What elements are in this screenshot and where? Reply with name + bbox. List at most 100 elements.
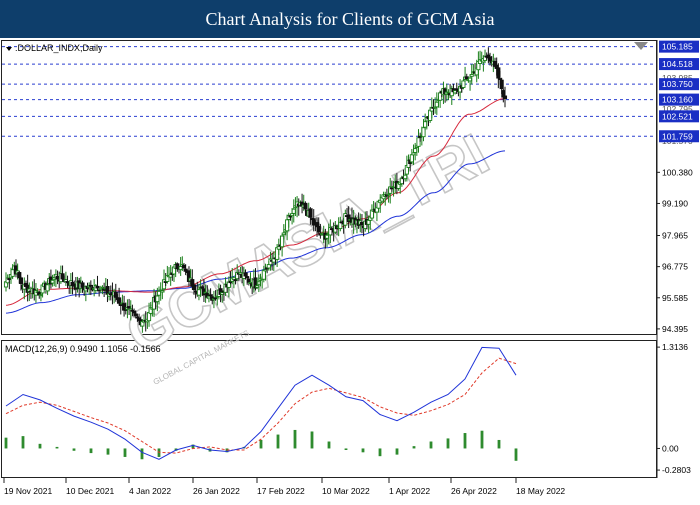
price-tick-label: 94.395 xyxy=(662,324,688,334)
candle-body xyxy=(421,127,426,138)
macd-tick-label: -0.2803 xyxy=(662,465,691,475)
price-tick-label: 102.795 xyxy=(662,104,693,114)
chart-area: GCMASIA_TRI GLOBAL CAPITAL MARKETS 103.98… xyxy=(0,38,700,500)
signal-line xyxy=(5,357,517,454)
candle-body xyxy=(454,88,459,91)
candle-body xyxy=(285,219,290,232)
histogram-bar xyxy=(140,448,144,460)
candle-body xyxy=(324,234,330,239)
candle-body xyxy=(117,297,122,304)
candle-body xyxy=(127,306,132,309)
histogram-bar xyxy=(55,446,59,449)
page-title: Chart Analysis for Clients of GCM Asia xyxy=(205,9,495,29)
candle-body xyxy=(160,290,165,293)
price-tick-label: 99.190 xyxy=(662,198,688,208)
chart-label: .DOLLAR_INDX,Daily xyxy=(6,43,103,53)
candle-body xyxy=(291,208,296,214)
level-tag xyxy=(659,58,699,71)
candle-body xyxy=(281,232,286,236)
candle-body xyxy=(238,272,243,275)
candle-body xyxy=(60,273,65,280)
candle-body xyxy=(469,74,474,77)
candle-body xyxy=(359,222,365,226)
candle xyxy=(416,129,421,153)
level-tag xyxy=(659,130,699,143)
candle-body xyxy=(255,285,260,288)
price-tick-label: 100.380 xyxy=(662,167,693,177)
candle-body xyxy=(95,285,100,289)
candle-body xyxy=(233,279,238,282)
histogram-bar xyxy=(344,448,348,450)
candle-body xyxy=(196,289,201,296)
macd-tick-label: 1.3136 xyxy=(662,342,688,352)
histogram-bar xyxy=(361,448,365,453)
date-tick-label: 1 Apr 2022 xyxy=(389,486,430,496)
candle-body xyxy=(105,286,110,295)
candle-body xyxy=(18,277,24,284)
level-tag-label: 102.521 xyxy=(662,111,693,121)
candle-body xyxy=(17,272,22,279)
price-tick-label: 96.775 xyxy=(662,262,688,272)
horizontal-levels xyxy=(2,46,656,137)
date-tick-label: 19 Nov 2021 xyxy=(4,486,52,496)
candle-body xyxy=(316,226,321,233)
date-tick-label: 10 Mar 2022 xyxy=(322,486,370,496)
macd-indicator xyxy=(4,346,518,461)
candle-body xyxy=(256,281,261,285)
macd-axis: 1.3136 0.00 -0.2803 xyxy=(656,342,691,475)
candle-body xyxy=(308,208,313,218)
candle-body xyxy=(428,109,433,121)
histogram-bar xyxy=(293,429,297,449)
candle xyxy=(280,233,285,257)
candle-body xyxy=(276,246,281,250)
level-tag-label: 101.759 xyxy=(662,131,693,141)
histogram-bar xyxy=(327,441,331,449)
candle-body xyxy=(191,284,197,291)
candle-body xyxy=(438,92,443,101)
candle-body xyxy=(213,297,218,300)
level-tag-label: 104.518 xyxy=(662,59,693,69)
price-axis: 103.985102.795101.570100.38099.19097.965… xyxy=(656,40,699,334)
candle-body xyxy=(496,67,501,79)
macd-line xyxy=(5,346,517,460)
date-tick-label: 4 Jan 2022 xyxy=(129,486,171,496)
candle-body xyxy=(416,137,421,147)
candle xyxy=(461,78,466,90)
price-tick-label: 97.965 xyxy=(662,231,688,241)
candle-body xyxy=(389,187,394,190)
date-tick-label: 17 Feb 2022 xyxy=(257,486,305,496)
candle-body xyxy=(113,292,118,298)
level-tag xyxy=(659,78,699,91)
level-tag xyxy=(659,110,699,123)
histogram-bar xyxy=(259,439,263,449)
candle-body xyxy=(280,235,285,248)
candle-body xyxy=(50,279,55,284)
histogram-bar xyxy=(191,444,195,449)
histogram-bar xyxy=(72,448,76,451)
candle-body xyxy=(132,310,137,314)
histogram-bar xyxy=(480,430,484,449)
candle-body xyxy=(55,275,60,280)
date-tick-label: 18 May 2022 xyxy=(516,486,565,496)
candle-body xyxy=(181,264,187,269)
price-tick-label: 95.585 xyxy=(662,293,688,303)
histogram-bar xyxy=(106,448,110,455)
symbol-label: .DOLLAR_INDX,Daily xyxy=(15,43,103,53)
histogram-bar xyxy=(429,441,433,449)
candle-body xyxy=(208,294,213,297)
candle-body xyxy=(206,295,211,299)
candle-body xyxy=(464,76,469,80)
histogram-bar xyxy=(4,437,8,449)
date-tick-label: 10 Dec 2021 xyxy=(66,486,114,496)
histogram-bar xyxy=(463,433,467,449)
histogram-bar xyxy=(412,446,416,449)
histogram-bar xyxy=(514,448,518,461)
candle-body xyxy=(386,193,391,196)
candle-body xyxy=(403,174,408,180)
candle-body xyxy=(133,313,138,316)
level-tag-label: 103.750 xyxy=(662,79,693,89)
candle-body xyxy=(413,148,418,153)
histogram-bar xyxy=(310,431,314,449)
level-tag-label: 105.185 xyxy=(662,42,693,52)
